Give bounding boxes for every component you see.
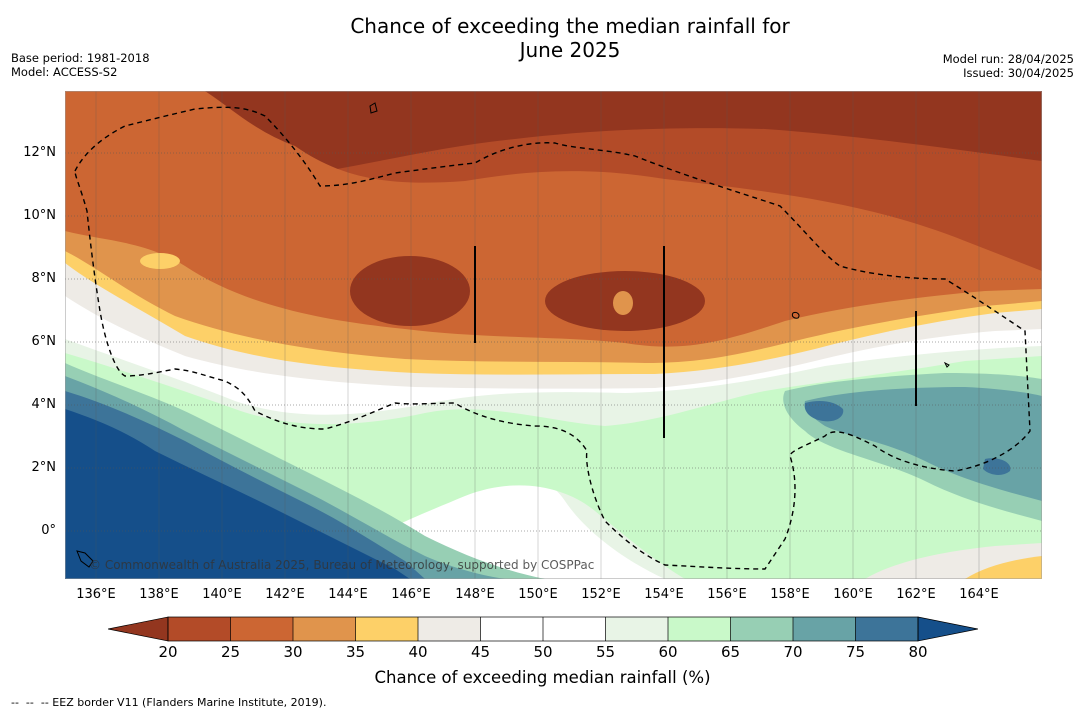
- colorbar-60-65: [668, 617, 731, 641]
- x-tick-142e: 142°E: [265, 587, 305, 602]
- map-canvas: [65, 91, 1042, 579]
- map-title: Chance of exceeding the median rainfall …: [0, 14, 1085, 62]
- dry-blob-1: [350, 256, 470, 326]
- rainfall-map: [65, 91, 1042, 579]
- copyright-text: © Commonwealth of Australia 2025, Bureau…: [89, 558, 595, 572]
- issued-date: Issued: 30/04/2025: [963, 66, 1074, 80]
- eez-border: [74, 106, 1031, 570]
- colorbar-50-55: [543, 617, 606, 641]
- colorbar-40-45: [418, 617, 481, 641]
- y-tick-4n: 4°N: [31, 397, 57, 412]
- model-name: Model: ACCESS-S2: [11, 65, 118, 79]
- islands: [76, 102, 950, 568]
- cb-tick-45: 45: [470, 643, 491, 661]
- cb-tick-65: 65: [720, 643, 741, 661]
- grid: [65, 152, 1042, 532]
- x-tick-152e: 152°E: [581, 587, 621, 602]
- band-gt80: [65, 409, 410, 579]
- base-period: Base period: 1981-2018: [11, 51, 150, 65]
- eez-footnote: -- -- -- EEZ border V11 (Flanders Marine…: [11, 696, 327, 709]
- y-tick-2n: 2°N: [31, 460, 57, 475]
- colorbar-25-30: [230, 617, 293, 641]
- cb-tick-75: 75: [845, 643, 866, 661]
- x-tick-150e: 150°E: [518, 587, 558, 602]
- colorbar-graphic: [107, 616, 979, 642]
- band-se-35-40: [965, 556, 1042, 579]
- orange-patch: [613, 291, 633, 315]
- y-tick-10n: 10°N: [23, 208, 56, 223]
- cb-tick-30: 30: [283, 643, 303, 661]
- colorbar-70-75: [793, 617, 856, 641]
- x-tick-148e: 148°E: [455, 587, 495, 602]
- meta-right: Model run: 28/04/2025 Issued: 30/04/2025: [943, 52, 1074, 80]
- y-tick-6n: 6°N: [31, 334, 57, 349]
- colorbar-over: [917, 616, 979, 642]
- title-line-1: Chance of exceeding the median rainfall …: [350, 14, 790, 38]
- cb-tick-50: 50: [533, 643, 553, 661]
- x-tick-154e: 154°E: [644, 587, 684, 602]
- colorbar-frame: [167, 616, 919, 642]
- x-tick-144e: 144°E: [328, 587, 368, 602]
- cb-tick-80: 80: [908, 643, 928, 661]
- x-tick-138e: 138°E: [139, 587, 179, 602]
- x-tick-160e: 160°E: [833, 587, 873, 602]
- meridians: [95, 91, 980, 579]
- meta-left: Base period: 1981-2018 Model: ACCESS-S2: [11, 51, 150, 79]
- colorbar-45-50: [480, 617, 543, 641]
- map-frame: [65, 91, 1042, 579]
- x-tick-158e: 158°E: [770, 587, 810, 602]
- cb-tick-55: 55: [595, 643, 616, 661]
- cb-tick-25: 25: [220, 643, 241, 661]
- x-tick-164e: 164°E: [959, 587, 999, 602]
- colorbar-30-35: [293, 617, 356, 641]
- cb-tick-35: 35: [345, 643, 366, 661]
- title-line-2: June 2025: [519, 38, 621, 62]
- cb-tick-20: 20: [158, 643, 178, 661]
- x-tick-162e: 162°E: [896, 587, 936, 602]
- colorbar-55-60: [605, 617, 668, 641]
- x-tick-156e: 156°E: [707, 587, 747, 602]
- cb-tick-70: 70: [783, 643, 803, 661]
- y-tick-12n: 12°N: [23, 145, 56, 160]
- y-tick-8n: 8°N: [31, 271, 57, 286]
- x-tick-136e: 136°E: [76, 587, 116, 602]
- colorbar-20-25: [168, 617, 231, 641]
- colorbar-65-70: [730, 617, 793, 641]
- colorbar-under: [107, 616, 169, 642]
- cb-tick-60: 60: [658, 643, 678, 661]
- colorbar: [107, 616, 979, 642]
- yellow-patch: [140, 253, 180, 269]
- model-run: Model run: 28/04/2025: [942, 52, 1074, 66]
- cb-tick-40: 40: [408, 643, 428, 661]
- x-tick-140e: 140°E: [202, 587, 242, 602]
- y-tick-0: 0°: [41, 523, 56, 538]
- x-tick-146e: 146°E: [391, 587, 431, 602]
- colorbar-35-40: [355, 617, 418, 641]
- colorbar-75-80: [855, 617, 918, 641]
- colorbar-title: Chance of exceeding median rainfall (%): [374, 668, 711, 687]
